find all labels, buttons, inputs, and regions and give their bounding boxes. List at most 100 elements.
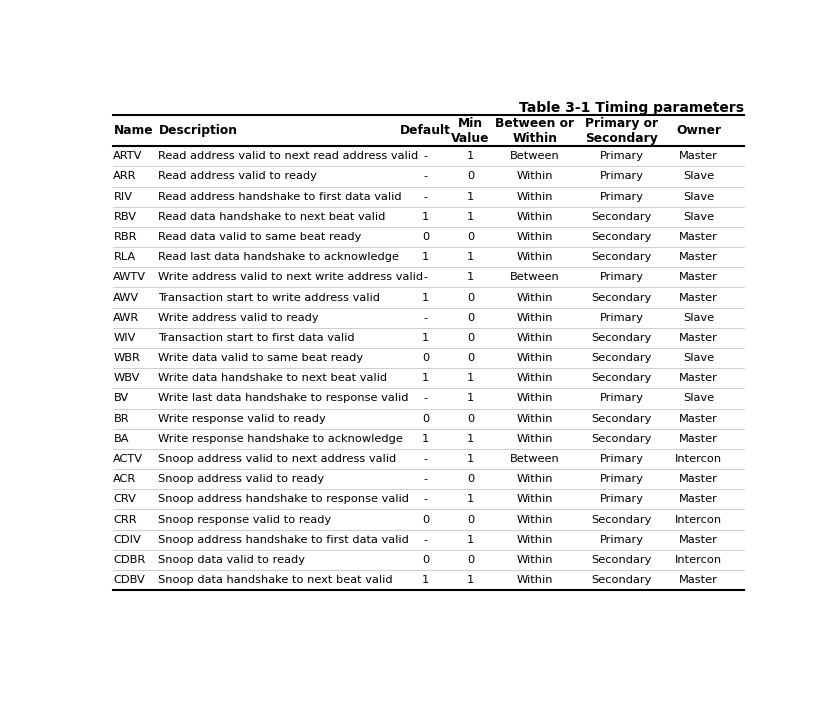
Text: Description: Description [159, 124, 237, 138]
Text: Within: Within [516, 575, 553, 585]
Text: Within: Within [516, 474, 553, 484]
Text: Slave: Slave [683, 353, 715, 363]
Text: Read address valid to ready: Read address valid to ready [159, 172, 317, 181]
Text: 1: 1 [422, 434, 429, 444]
Text: 1: 1 [422, 575, 429, 585]
Text: WBR: WBR [114, 353, 140, 363]
Text: 1: 1 [466, 151, 474, 162]
Text: Snoop data valid to ready: Snoop data valid to ready [159, 555, 305, 565]
Text: 0: 0 [466, 353, 474, 363]
Text: Within: Within [516, 494, 553, 505]
Text: Master: Master [679, 373, 718, 383]
Text: 0: 0 [422, 515, 429, 525]
Text: Secondary: Secondary [592, 575, 652, 585]
Text: Master: Master [679, 151, 718, 162]
Text: Write data handshake to next beat valid: Write data handshake to next beat valid [159, 373, 388, 383]
Text: 1: 1 [466, 454, 474, 464]
Text: Between: Between [510, 151, 559, 162]
Text: CDBR: CDBR [114, 555, 145, 565]
Text: Slave: Slave [683, 212, 715, 222]
Text: Secondary: Secondary [592, 252, 652, 262]
Text: Read address valid to next read address valid: Read address valid to next read address … [159, 151, 418, 162]
Text: 0: 0 [466, 474, 474, 484]
Text: -: - [423, 172, 427, 181]
Text: RIV: RIV [114, 191, 133, 202]
Text: Master: Master [679, 474, 718, 484]
Text: Within: Within [516, 191, 553, 202]
Text: Write response handshake to acknowledge: Write response handshake to acknowledge [159, 434, 403, 444]
Text: CDBV: CDBV [114, 575, 145, 585]
Text: Within: Within [516, 333, 553, 343]
Text: Intercon: Intercon [675, 515, 722, 525]
Text: Secondary: Secondary [592, 212, 652, 222]
Text: Secondary: Secondary [592, 353, 652, 363]
Text: 1: 1 [422, 333, 429, 343]
Text: AWR: AWR [114, 313, 139, 323]
Text: 0: 0 [466, 172, 474, 181]
Text: Snoop address valid to next address valid: Snoop address valid to next address vali… [159, 454, 397, 464]
Text: Within: Within [516, 172, 553, 181]
Text: Snoop response valid to ready: Snoop response valid to ready [159, 515, 332, 525]
Text: Transaction start to first data valid: Transaction start to first data valid [159, 333, 355, 343]
Text: Secondary: Secondary [592, 515, 652, 525]
Text: Primary or
Secondary: Primary or Secondary [585, 116, 658, 145]
Text: ACR: ACR [114, 474, 137, 484]
Text: Within: Within [516, 555, 553, 565]
Text: 1: 1 [422, 373, 429, 383]
Text: Secondary: Secondary [592, 434, 652, 444]
Text: Primary: Primary [599, 494, 643, 505]
Text: RBR: RBR [114, 232, 137, 242]
Text: RLA: RLA [114, 252, 135, 262]
Text: Transaction start to write address valid: Transaction start to write address valid [159, 293, 380, 303]
Text: Read data handshake to next beat valid: Read data handshake to next beat valid [159, 212, 386, 222]
Text: 1: 1 [466, 252, 474, 262]
Text: WBV: WBV [114, 373, 139, 383]
Text: BA: BA [114, 434, 129, 444]
Text: 1: 1 [466, 393, 474, 403]
Text: Table 3-1 Timing parameters: Table 3-1 Timing parameters [519, 101, 744, 115]
Text: 0: 0 [422, 353, 429, 363]
Text: CDIV: CDIV [114, 535, 141, 545]
Text: Intercon: Intercon [675, 555, 722, 565]
Text: Name: Name [114, 124, 153, 138]
Text: Secondary: Secondary [592, 333, 652, 343]
Text: RBV: RBV [114, 212, 136, 222]
Text: AWV: AWV [114, 293, 139, 303]
Text: -: - [423, 494, 427, 505]
Text: Master: Master [679, 575, 718, 585]
Text: 0: 0 [422, 414, 429, 424]
Text: AWTV: AWTV [114, 272, 146, 282]
Text: Secondary: Secondary [592, 555, 652, 565]
Text: Within: Within [516, 353, 553, 363]
Text: BR: BR [114, 414, 129, 424]
Text: 0: 0 [466, 414, 474, 424]
Text: 1: 1 [466, 434, 474, 444]
Text: WIV: WIV [114, 333, 136, 343]
Text: Master: Master [679, 535, 718, 545]
Text: -: - [423, 313, 427, 323]
Text: Secondary: Secondary [592, 232, 652, 242]
Text: 0: 0 [466, 293, 474, 303]
Text: Within: Within [516, 232, 553, 242]
Text: Between: Between [510, 272, 559, 282]
Text: Between: Between [510, 454, 559, 464]
Text: ACTV: ACTV [114, 454, 144, 464]
Text: 1: 1 [466, 272, 474, 282]
Text: Master: Master [679, 272, 718, 282]
Text: Within: Within [516, 414, 553, 424]
Text: Secondary: Secondary [592, 293, 652, 303]
Text: CRV: CRV [114, 494, 136, 505]
Text: 1: 1 [466, 494, 474, 505]
Text: -: - [423, 191, 427, 202]
Text: Within: Within [516, 212, 553, 222]
Text: CRR: CRR [114, 515, 137, 525]
Text: Within: Within [516, 313, 553, 323]
Text: Within: Within [516, 515, 553, 525]
Text: Write data valid to same beat ready: Write data valid to same beat ready [159, 353, 364, 363]
Text: Read last data handshake to acknowledge: Read last data handshake to acknowledge [159, 252, 399, 262]
Text: 1: 1 [466, 575, 474, 585]
Text: 1: 1 [422, 252, 429, 262]
Text: Read address handshake to first data valid: Read address handshake to first data val… [159, 191, 402, 202]
Text: Master: Master [679, 252, 718, 262]
Text: 0: 0 [422, 555, 429, 565]
